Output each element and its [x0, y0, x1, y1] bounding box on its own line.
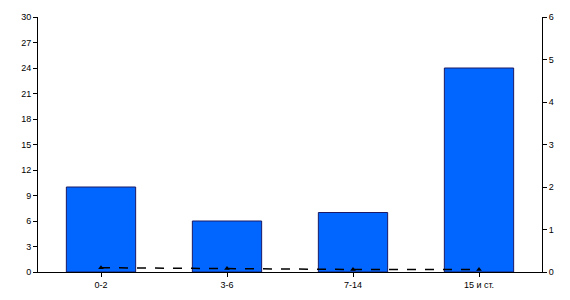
svg-text:24: 24 [21, 63, 31, 73]
svg-text:0: 0 [549, 267, 554, 277]
svg-text:3: 3 [549, 140, 554, 150]
svg-text:3-6: 3-6 [220, 280, 233, 290]
svg-text:9: 9 [26, 191, 31, 201]
svg-text:3: 3 [26, 242, 31, 252]
svg-text:6: 6 [26, 216, 31, 226]
svg-text:1: 1 [549, 225, 554, 235]
svg-text:2: 2 [549, 182, 554, 192]
svg-text:27: 27 [21, 38, 31, 48]
svg-text:7-14: 7-14 [344, 280, 362, 290]
svg-text:0: 0 [26, 267, 31, 277]
svg-text:30: 30 [21, 12, 31, 22]
svg-text:5: 5 [549, 55, 554, 65]
svg-text:6: 6 [549, 12, 554, 22]
svg-text:12: 12 [21, 165, 31, 175]
svg-text:4: 4 [549, 97, 554, 107]
svg-text:15: 15 [21, 140, 31, 150]
svg-text:18: 18 [21, 114, 31, 124]
svg-text:21: 21 [21, 89, 31, 99]
svg-text:0-2: 0-2 [94, 280, 107, 290]
svg-text:15 и ст.: 15 и ст. [464, 280, 494, 290]
